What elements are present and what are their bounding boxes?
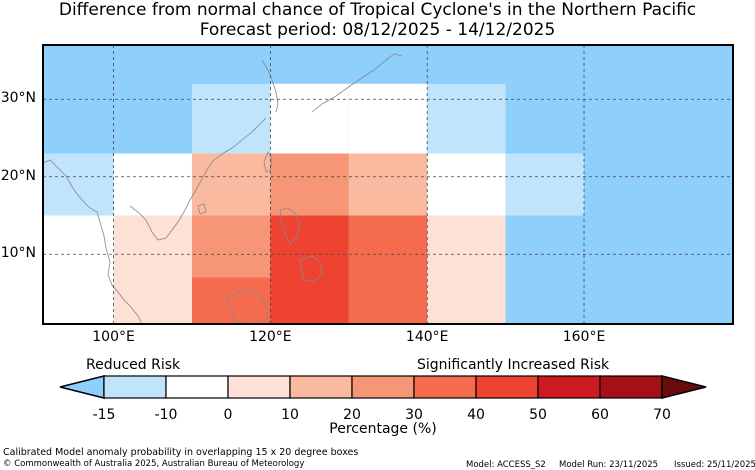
- colorbar-tick-30: 30: [405, 407, 423, 423]
- colorbar-bin-10-20: [289, 375, 353, 399]
- coastline-taiwan: [263, 151, 273, 173]
- coastline-japan: [311, 53, 403, 113]
- anomaly-cell-8: [270, 83, 349, 154]
- anomaly-cell-1: [43, 215, 114, 324]
- anomaly-cell-15: [427, 153, 506, 216]
- lat-tick-label-10: 10°N: [0, 245, 36, 262]
- anomaly-cell-14: [427, 83, 506, 154]
- coastline-mindanao: [299, 255, 323, 283]
- colorbar-bin--15--10: [103, 375, 167, 399]
- anomaly-cell-11: [348, 83, 428, 154]
- coastline-hainan: [197, 203, 207, 215]
- colorbar-over-arrow: [661, 375, 707, 399]
- lon-tick-label-160: 160°E: [562, 329, 606, 345]
- lon-tick-label-140: 140°E: [405, 329, 449, 345]
- coastline-indochina: [129, 117, 267, 241]
- colorbar-tick--15: -15: [92, 407, 116, 423]
- colorbar-tick-10: 10: [281, 407, 299, 423]
- colorbar-under-arrow: [59, 375, 105, 399]
- colorbar-tick--10: -10: [154, 407, 178, 423]
- lon-tick-label-120: 120°E: [249, 329, 292, 345]
- anomaly-cell-13: [348, 215, 428, 324]
- coastline-borneo: [225, 289, 269, 325]
- reduced-risk-label: Reduced Risk: [86, 357, 181, 373]
- footer-issued: Issued: 25/11/2025: [674, 460, 755, 470]
- colorbar-bin-20-30: [351, 375, 415, 399]
- lat-tick-label-20: 20°N: [0, 167, 36, 184]
- colorbar-bin-0-10: [227, 375, 291, 399]
- anomaly-cell-16: [427, 215, 506, 324]
- colorbar-bin--10-0: [165, 375, 229, 399]
- colorbar-tick-40: 40: [467, 407, 485, 423]
- coastline-asia-mainland: [42, 159, 143, 325]
- chart-title: Difference from normal chance of Tropica…: [58, 0, 697, 20]
- lon-tick-label-100: 100°E: [92, 329, 135, 345]
- anomaly-cell-9: [270, 153, 349, 216]
- footer-model-run: Model Run: 23/11/2025: [559, 460, 659, 470]
- footer-model: Model: ACCESS_S2: [466, 460, 546, 470]
- colorbar-bin-60-70: [599, 375, 663, 399]
- coastline-korea: [261, 59, 279, 113]
- coastline: [42, 53, 403, 325]
- footer-copyright: © Commonwealth of Australia 2025, Austra…: [3, 459, 305, 469]
- anomaly-cell-17: [505, 153, 585, 216]
- colorbar-tick-70: 70: [653, 407, 671, 423]
- anomaly-cell-6: [191, 215, 271, 278]
- increased-risk-label: Significantly Increased Risk: [417, 357, 610, 373]
- lat-tick-label-30: 30°N: [0, 90, 36, 107]
- colorbar-tick-0: 0: [223, 407, 233, 423]
- footer-note: Calibrated Model anomaly probability in …: [3, 447, 359, 458]
- anomaly-cell-12: [348, 153, 428, 216]
- lat-lon-gridlines: [43, 45, 733, 324]
- colorbar: [59, 375, 707, 399]
- colorbar-bin-30-40: [413, 375, 477, 399]
- colorbar-tick-20: 20: [343, 407, 361, 423]
- forecast-period-subtitle: Forecast period: 08/12/2025 - 14/12/2025: [199, 20, 556, 40]
- anomaly-cell-2: [113, 153, 192, 216]
- colorbar-bin-40-50: [475, 375, 539, 399]
- colorbar-tick-50: 50: [529, 407, 547, 423]
- map-frame: [42, 44, 734, 325]
- colorbar-bin-50-60: [537, 375, 601, 399]
- colorbar-axis-label: Percentage (%): [329, 421, 437, 437]
- anomaly-cell-10: [270, 215, 349, 324]
- anomaly-cells: [43, 83, 585, 324]
- anomaly-cell-4: [191, 83, 271, 154]
- anomaly-cell-3: [113, 215, 192, 324]
- coastline-luzon: [279, 207, 301, 245]
- anomaly-cell-7: [191, 277, 271, 324]
- colorbar-tick-60: 60: [591, 407, 609, 423]
- anomaly-cell-5: [191, 153, 271, 216]
- anomaly-cell-0: [43, 153, 114, 216]
